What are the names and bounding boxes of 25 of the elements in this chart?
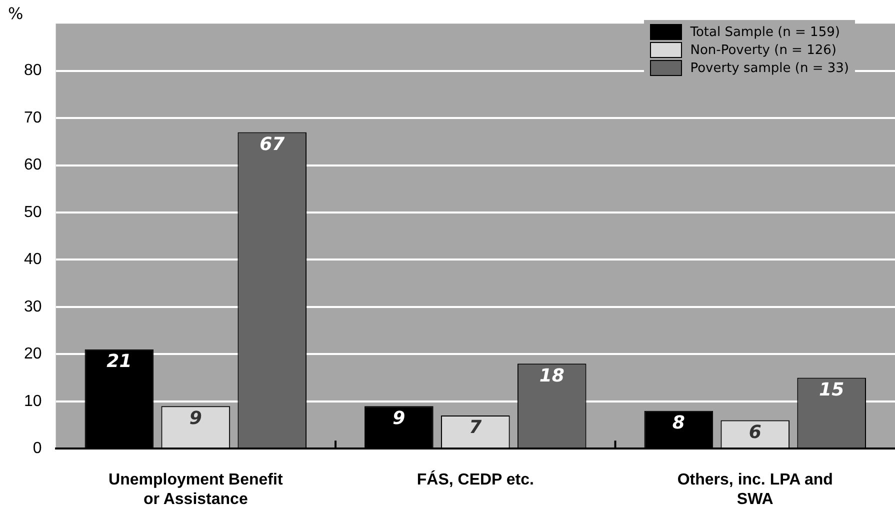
data-label: 9 bbox=[392, 408, 406, 429]
x-tick-label: FÁS, CEDP etc. bbox=[416, 470, 534, 489]
data-label: 6 bbox=[748, 422, 762, 443]
y-axis-title: % bbox=[8, 4, 24, 23]
data-label: 18 bbox=[539, 365, 564, 386]
x-tick-label: Others, inc. LPA and SWA bbox=[677, 472, 833, 508]
data-label: 15 bbox=[819, 379, 844, 400]
legend-label: Total Sample (n = 159) bbox=[689, 24, 841, 40]
data-label: 7 bbox=[469, 417, 482, 438]
y-tick-label: 10 bbox=[24, 392, 42, 410]
data-label: 21 bbox=[106, 351, 132, 372]
legend-label: Non-Poverty (n = 126) bbox=[689, 42, 838, 58]
y-tick-label: 40 bbox=[24, 251, 42, 268]
data-label: 9 bbox=[189, 408, 202, 429]
y-tick-label: 60 bbox=[24, 156, 42, 174]
y-tick-label: 20 bbox=[24, 346, 42, 363]
y-tick-label: 30 bbox=[24, 298, 42, 316]
y-tick-label: 0 bbox=[32, 440, 42, 458]
data-label: 67 bbox=[260, 134, 286, 155]
y-tick-label: 70 bbox=[24, 109, 42, 126]
y-tick-label: 80 bbox=[24, 62, 42, 80]
legend-label: Poverty sample (n = 33) bbox=[689, 60, 849, 76]
y-tick-label: 50 bbox=[24, 204, 42, 221]
x-tick-label: Unemployment Benefit or Assistance bbox=[108, 472, 284, 508]
data-label: 8 bbox=[672, 412, 685, 434]
